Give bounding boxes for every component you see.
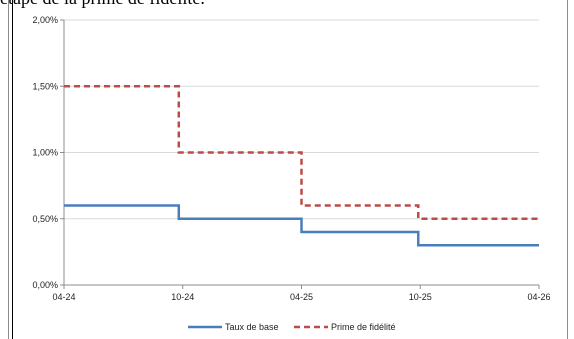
y-tick-label: 1,50% bbox=[32, 81, 58, 91]
y-tick-label: 2,00% bbox=[32, 15, 58, 25]
x-tick-label: 10-25 bbox=[409, 292, 432, 302]
x-axis-ticks: 04-24 10-24 04-25 10-25 04-26 bbox=[52, 285, 551, 302]
series-lines bbox=[64, 85, 539, 247]
y-axis-ticks: 0,00% 0,50% 1,00% 1,50% 2,00% bbox=[32, 15, 64, 290]
legend-label: Taux de base bbox=[225, 322, 279, 332]
legend: Taux de base Prime de fidélité bbox=[188, 322, 396, 332]
chart-frame bbox=[8, 0, 568, 339]
x-tick-label: 04-25 bbox=[290, 292, 313, 302]
series-line-prime-de-fidelite bbox=[64, 85, 539, 220]
x-tick-label: 04-24 bbox=[52, 292, 75, 302]
legend-label: Prime de fidélité bbox=[331, 322, 396, 332]
document-margin-rule bbox=[12, 0, 13, 339]
y-tick-label: 0,00% bbox=[32, 280, 58, 290]
x-tick-label: 04-26 bbox=[527, 292, 550, 302]
y-tick-label: 1,00% bbox=[32, 148, 58, 158]
series-line-taux-de-base bbox=[64, 204, 539, 247]
y-tick-label: 0,50% bbox=[32, 214, 58, 224]
caption-fragment: étape de la prime de fidélité. bbox=[0, 0, 574, 12]
x-tick-label: 10-24 bbox=[171, 292, 194, 302]
